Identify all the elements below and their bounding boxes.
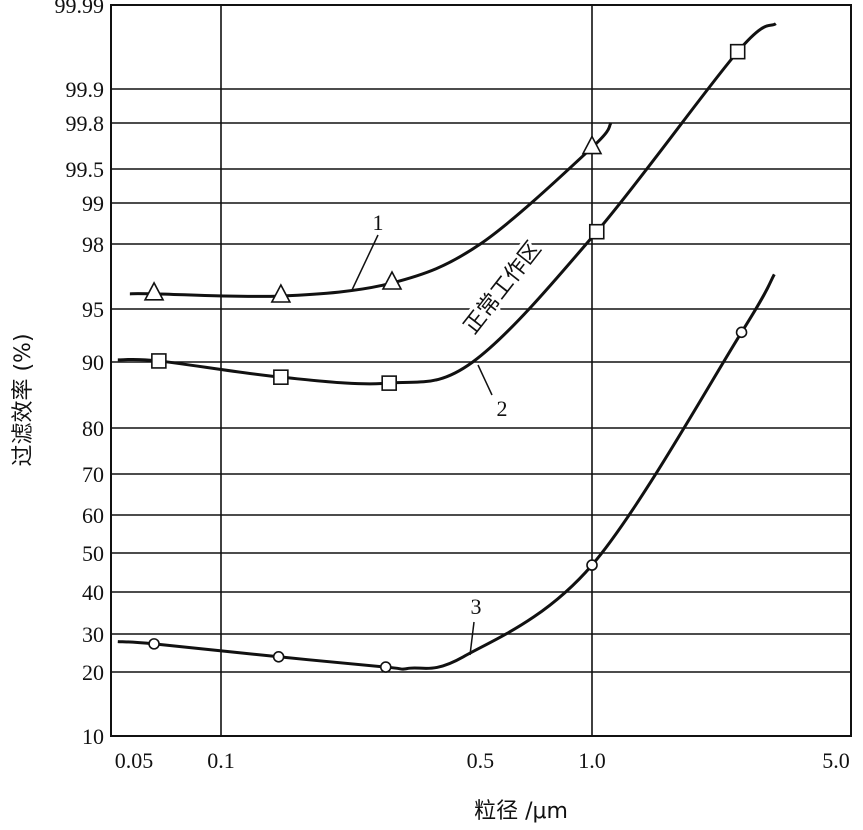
square-marker [273,369,289,385]
markers [143,43,748,673]
series-labels: 1 2 3 [351,210,508,656]
series-1-label: 1 [373,210,384,235]
x-tick-label: 0.1 [207,748,235,773]
square-marker [381,375,397,391]
x-tick-labels: 0.05 0.1 0.5 1.0 5.0 [115,748,850,773]
y-tick-label: 99 [82,191,104,216]
square-marker [729,43,746,60]
circle-marker [148,638,160,650]
x-tick-label: 1.0 [578,748,606,773]
y-tick-labels: 10 20 30 40 50 60 70 80 90 95 98 99 99.5 99.8 99.9 99.9… [55,0,105,749]
series-1-leader-line [351,234,379,291]
circle-marker [735,326,748,339]
plot-frame [110,4,852,737]
y-tick-label: 99.5 [66,157,105,182]
y-tick-label: 60 [82,503,104,528]
working-zone-annotation: 正常工作区 [459,237,546,339]
y-tick-label: 10 [82,724,104,749]
triangle-marker [581,134,603,155]
series-3-line [117,273,776,671]
circle-marker [272,650,285,663]
y-tick-label: 40 [82,580,104,605]
y-tick-label: 70 [82,462,104,487]
circle-marker [379,661,392,673]
y-tick-label: 20 [82,660,104,685]
y-tick-label: 50 [82,541,104,566]
y-tick-label: 80 [82,416,104,441]
series-1-line [129,122,613,298]
series-2-label: 2 [497,396,508,421]
x-axis-title: 粒径 /μm [474,799,568,824]
curves [117,22,777,671]
series-3-label: 3 [471,594,482,619]
triangle-marker [381,270,403,290]
square-marker [151,353,167,369]
y-tick-label: 90 [82,350,104,375]
circle-marker [586,559,598,571]
square-marker [588,223,605,240]
y-tick-label: 99.8 [66,111,105,136]
y-tick-label: 99.99 [55,0,105,18]
series-2-line [117,22,777,386]
y-tick-label: 95 [82,297,104,322]
series-3-leader-line [469,621,475,656]
x-tick-label: 0.5 [467,748,495,773]
triangle-marker [270,283,292,303]
y-axis-title: 过滤效率 (%) [11,333,36,466]
y-tick-label: 99.9 [66,77,105,102]
x-tick-label: 0.05 [115,748,154,773]
y-tick-label: 30 [82,622,104,647]
x-tick-label: 5.0 [822,748,850,773]
y-tick-label: 98 [82,232,104,257]
series-2-leader-line [477,364,493,396]
triangle-marker [143,281,165,301]
